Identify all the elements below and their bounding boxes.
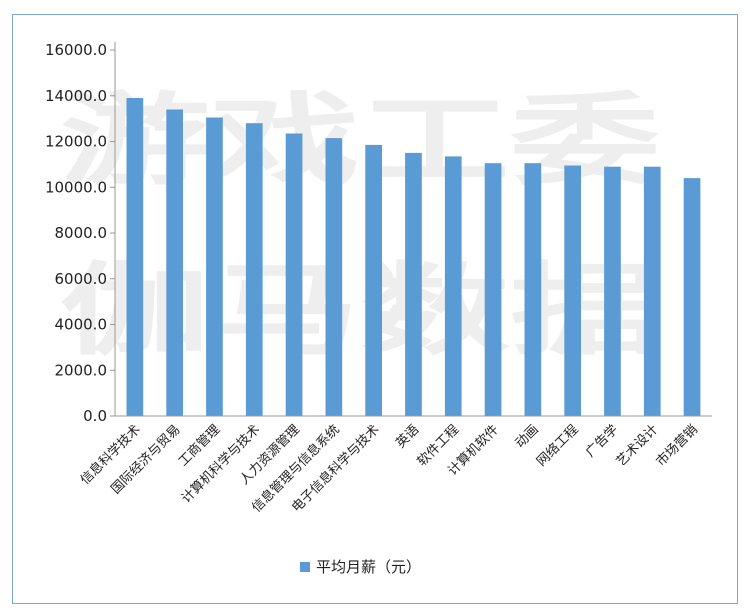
x-tick-label: 国际经济与贸易 bbox=[109, 422, 184, 497]
bars-group bbox=[126, 98, 701, 416]
y-tick-label: 6000.0 bbox=[55, 270, 108, 288]
x-tick-label: 市场营销 bbox=[653, 422, 701, 470]
watermark: 游戏工委 伽马数据 bbox=[60, 82, 660, 369]
watermark-line-1: 游戏工委 bbox=[60, 82, 660, 199]
bar-8 bbox=[444, 156, 462, 416]
bar-2 bbox=[206, 117, 223, 416]
bar-4 bbox=[285, 133, 303, 416]
x-tick-label: 艺术设计 bbox=[614, 422, 661, 469]
legend-label: 平均月薪（元） bbox=[316, 558, 421, 576]
bar-5 bbox=[325, 138, 343, 416]
bar-10 bbox=[524, 163, 542, 416]
bar-7 bbox=[405, 152, 422, 416]
legend-swatch bbox=[300, 562, 310, 572]
bar-6 bbox=[365, 144, 382, 416]
bar-3 bbox=[245, 123, 263, 416]
x-tick-label: 网络工程 bbox=[533, 422, 581, 470]
bar-14 bbox=[683, 178, 701, 416]
y-tick-label: 10000.0 bbox=[45, 178, 107, 196]
y-tick-label: 14000.0 bbox=[45, 87, 107, 105]
y-axis-tick-labels: 0.0 2000.0 4000.0 6000.0 8000.0 10000.0 12000.… bbox=[45, 41, 107, 425]
x-tick-label: 广告学 bbox=[582, 422, 621, 461]
y-tick-label: 16000.0 bbox=[45, 41, 107, 59]
bar-13 bbox=[643, 166, 661, 416]
bar-11 bbox=[564, 165, 581, 416]
watermark-line-2: 伽马数据 bbox=[60, 252, 660, 369]
y-tick-label: 2000.0 bbox=[55, 361, 108, 379]
x-tick-label: 英语 bbox=[393, 422, 422, 451]
x-tick-label: 动画 bbox=[513, 422, 542, 451]
y-tick-label: 12000.0 bbox=[45, 133, 107, 151]
y-tick-label: 0.0 bbox=[83, 407, 107, 425]
bar-12 bbox=[604, 166, 621, 416]
bar-0 bbox=[126, 98, 144, 416]
y-tick-label: 4000.0 bbox=[55, 316, 108, 334]
legend: 平均月薪（元） bbox=[300, 558, 421, 576]
y-tick-label: 8000.0 bbox=[55, 224, 108, 242]
bar-1 bbox=[166, 109, 183, 416]
x-axis-tick-labels: 信息科学技术国际经济与贸易工商管理计算机科学与技术人力资源管理信息管理与信息系统… bbox=[77, 422, 701, 516]
axes-group bbox=[110, 42, 712, 417]
bar-9 bbox=[484, 163, 502, 416]
